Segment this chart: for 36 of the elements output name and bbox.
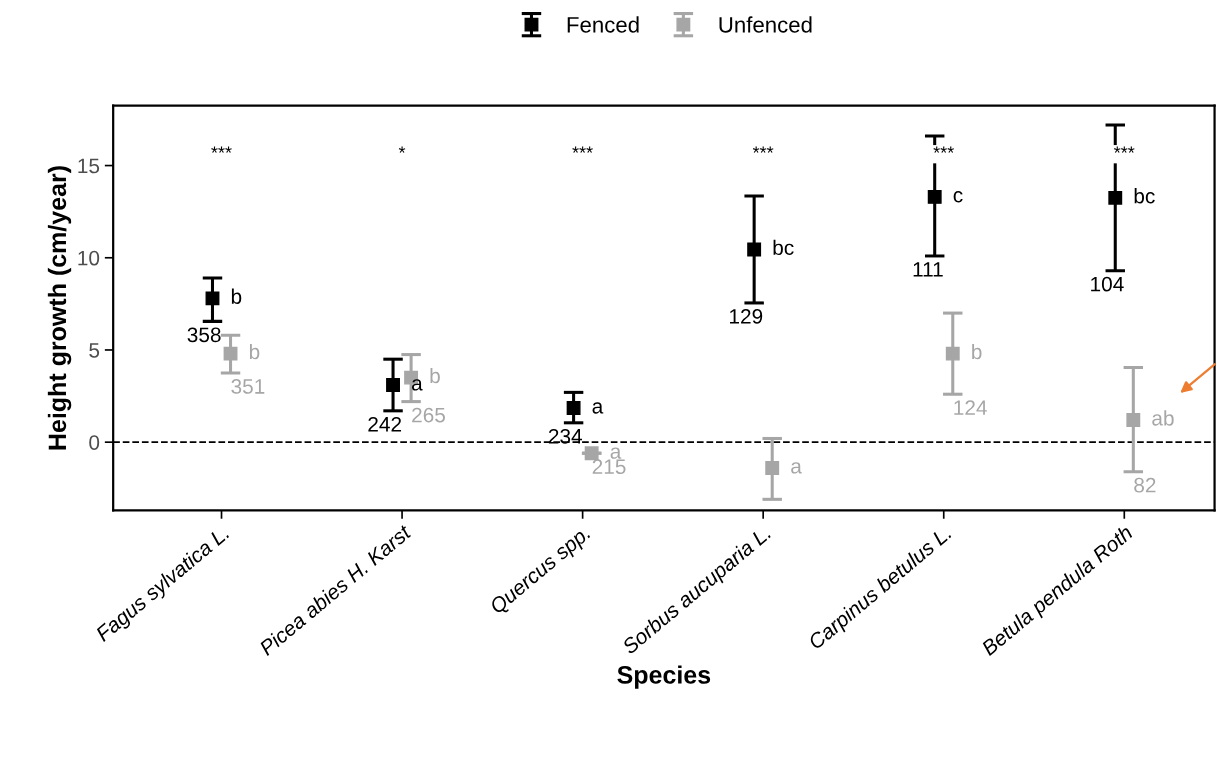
y-tick-label: 5 bbox=[89, 343, 100, 358]
annotation: *** bbox=[1114, 146, 1135, 153]
annotation: 82 bbox=[1134, 477, 1156, 493]
data-label: bc bbox=[1134, 188, 1155, 204]
data-label: b bbox=[430, 367, 440, 384]
annotation: 215 bbox=[592, 459, 626, 475]
x-axis-title: Species bbox=[617, 665, 711, 689]
annotation: 104 bbox=[1091, 276, 1124, 292]
annotation: * bbox=[398, 146, 406, 153]
data-label: c bbox=[953, 191, 963, 203]
data-label: b bbox=[249, 343, 260, 360]
legend-label: Unfenced bbox=[719, 16, 812, 33]
data-label: a bbox=[791, 462, 802, 474]
annotation: 129 bbox=[730, 309, 763, 324]
data-label: bc bbox=[773, 239, 794, 256]
data-label: b bbox=[231, 288, 242, 304]
annotation: 358 bbox=[187, 327, 221, 343]
annotation: 242 bbox=[368, 416, 402, 432]
annotation: *** bbox=[752, 146, 774, 153]
data-label: b bbox=[972, 343, 982, 360]
annotation: 265 bbox=[412, 407, 445, 423]
y-tick-label: 15 bbox=[78, 158, 100, 174]
annotation: *** bbox=[572, 146, 593, 153]
annotation: 111 bbox=[913, 262, 943, 277]
annotation: *** bbox=[933, 146, 954, 153]
data-label: a bbox=[592, 402, 604, 414]
data-label: ab bbox=[1152, 410, 1174, 426]
legend-label: Fenced bbox=[567, 16, 639, 33]
data-label: a bbox=[610, 447, 622, 459]
annotation: 124 bbox=[954, 400, 987, 415]
y-tick-label: 10 bbox=[78, 250, 100, 266]
y-tick-label: 0 bbox=[89, 435, 100, 450]
annotation: 351 bbox=[231, 379, 265, 394]
annotation: *** bbox=[211, 146, 232, 153]
data-label: a bbox=[411, 379, 423, 391]
y-axis-title: Height growth (cm/year) bbox=[47, 166, 72, 450]
